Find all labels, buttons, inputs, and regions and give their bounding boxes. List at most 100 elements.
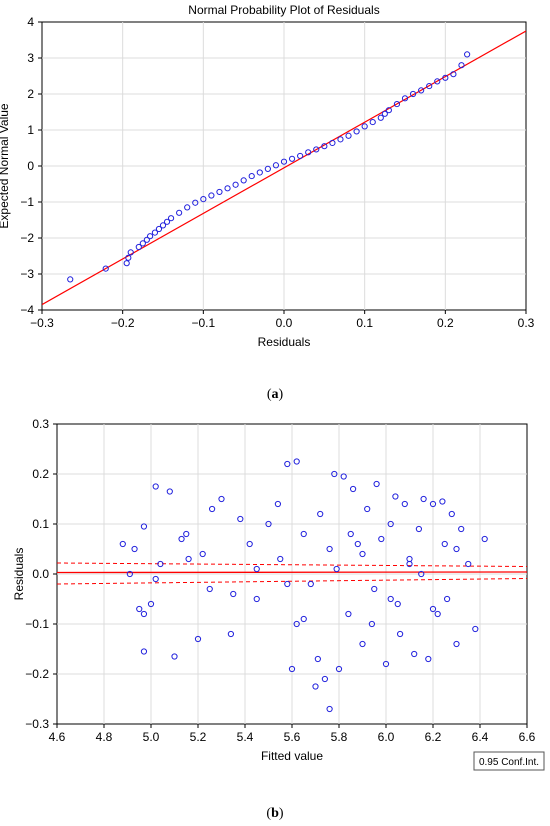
chart0-data-point <box>240 177 247 184</box>
chart0-data-point <box>361 123 368 130</box>
chart1-data-point <box>253 565 260 573</box>
chart1-x-tick-label: 5.2 <box>190 730 207 744</box>
chart0-y-tick-label: −4 <box>20 303 34 317</box>
chart0-data-point <box>426 82 433 90</box>
chart1-y-tick-label: −0.1 <box>25 617 49 631</box>
chart1-data-point <box>397 630 404 638</box>
chart1-data-point <box>199 550 206 558</box>
chart1-x-tick-label: 5.8 <box>331 730 348 744</box>
chart1-data-point <box>378 535 385 543</box>
chart1-data-point <box>364 505 371 513</box>
chart0-y-tick-label: −1 <box>20 195 34 209</box>
chart1-x-tick-label: 5.4 <box>237 730 254 744</box>
chart1-data-point <box>218 495 225 503</box>
chart1-data-point <box>140 648 148 655</box>
chart0-y-tick-label: −3 <box>20 267 34 281</box>
chart1-data-point <box>140 523 148 530</box>
panel-label-b: (b) <box>266 806 284 821</box>
chart0-x-axis-label: Residuals <box>258 335 311 349</box>
chart1-data-point <box>312 683 319 690</box>
chart0-data-point <box>216 188 223 196</box>
chart1-data-point <box>157 560 164 568</box>
chart0-data-point <box>345 132 352 139</box>
chart0-x-tick-label: 0.3 <box>518 316 535 330</box>
chart0-data-point <box>192 199 199 206</box>
chart1-data-point <box>277 555 284 563</box>
chart0-y-tick-label: 1 <box>27 123 34 137</box>
chart1-x-axis-label: Fitted value <box>261 749 323 763</box>
chart0-data-point <box>127 249 134 256</box>
chart0-y-tick-label: 0 <box>27 159 34 173</box>
chart1-data-point <box>246 540 253 548</box>
chart1-conf-band-upper <box>56 562 528 567</box>
chart1-data-point <box>333 565 340 573</box>
chart0-x-tick-label: 0.2 <box>437 316 454 330</box>
chart1-x-tick-label: 6.4 <box>472 730 489 744</box>
chart1-data-point <box>411 650 418 658</box>
chart1-data-point <box>152 483 159 490</box>
chart1-conf-band-lower <box>56 578 528 585</box>
chart1-data-point <box>359 640 366 648</box>
chart0-data-point <box>450 71 457 78</box>
chart1-data-point <box>418 570 425 578</box>
chart1-data-point <box>406 560 413 568</box>
chart1-data-point <box>326 705 333 713</box>
chart1-x-tick-label: 5.6 <box>284 730 301 744</box>
chart0-data-point <box>288 155 296 162</box>
chart1-data-point <box>300 615 307 623</box>
chart0-data-point <box>139 240 146 247</box>
chart1-data-point <box>140 610 148 618</box>
chart0-data-point <box>458 62 465 69</box>
chart1-data-point <box>387 520 394 528</box>
chart1-data-point <box>307 580 314 588</box>
chart1-data-point <box>420 495 427 503</box>
chart1-data-point <box>345 610 352 618</box>
chart1-data-point <box>472 625 479 633</box>
chart0-y-tick-label: 4 <box>27 15 34 29</box>
chart0-data-point <box>418 87 425 94</box>
chart1-legend-box <box>473 751 545 771</box>
chart1-data-point <box>444 595 451 603</box>
chart0-data-point <box>409 90 417 98</box>
chart0-data-point <box>313 146 320 153</box>
chart1-data-point <box>465 560 472 568</box>
chart1-data-point <box>119 540 126 548</box>
chart0-data-point <box>123 260 130 267</box>
chart1-data-point <box>206 585 213 593</box>
chart1-data-point <box>350 485 357 493</box>
chart1-data-point <box>453 545 460 553</box>
chart1-y-tick-label: 0.3 <box>32 417 49 431</box>
chart1-data-point <box>288 665 296 673</box>
chart0-data-point <box>135 243 142 251</box>
chart1-y-tick-label: 0.0 <box>32 567 49 581</box>
chart1-data-point <box>293 458 300 465</box>
chart0-data-point <box>232 181 239 188</box>
chart0-data-point <box>155 225 163 233</box>
chart0-data-point <box>272 162 280 169</box>
chart0-data-point <box>337 136 344 143</box>
chart0-data-point <box>393 100 401 108</box>
chart0-data-point <box>305 149 312 156</box>
chart1-legend-label: 0.95 Conf.Int. <box>479 757 539 768</box>
chart1-data-point <box>284 580 291 588</box>
chart1-y-tick-label: 0.1 <box>32 517 49 531</box>
chart1-data-point <box>284 460 291 468</box>
chart1-data-point <box>321 675 328 683</box>
chart1-data-point <box>178 535 185 543</box>
chart0-data-point <box>102 265 109 272</box>
chart0-data-point <box>208 192 215 199</box>
chart0-data-point <box>200 196 207 203</box>
chart1-x-tick-label: 6.6 <box>519 730 536 744</box>
chart1-y-tick-label: −0.3 <box>25 717 49 731</box>
chart0-x-tick-label: −0.3 <box>30 316 54 330</box>
chart1-data-point <box>265 520 272 528</box>
chart1-data-point <box>453 640 460 648</box>
chart0-data-point <box>184 204 191 211</box>
chart1-data-point <box>354 540 361 548</box>
chart1-data-point <box>439 498 446 505</box>
chart0-y-axis-label: Expected Normal Value <box>0 103 11 229</box>
chart1-y-axis-label: Residuals <box>12 548 26 601</box>
chart1-data-point <box>429 500 437 508</box>
chart1-data-point <box>331 470 338 478</box>
chart0-data-point <box>353 128 360 135</box>
